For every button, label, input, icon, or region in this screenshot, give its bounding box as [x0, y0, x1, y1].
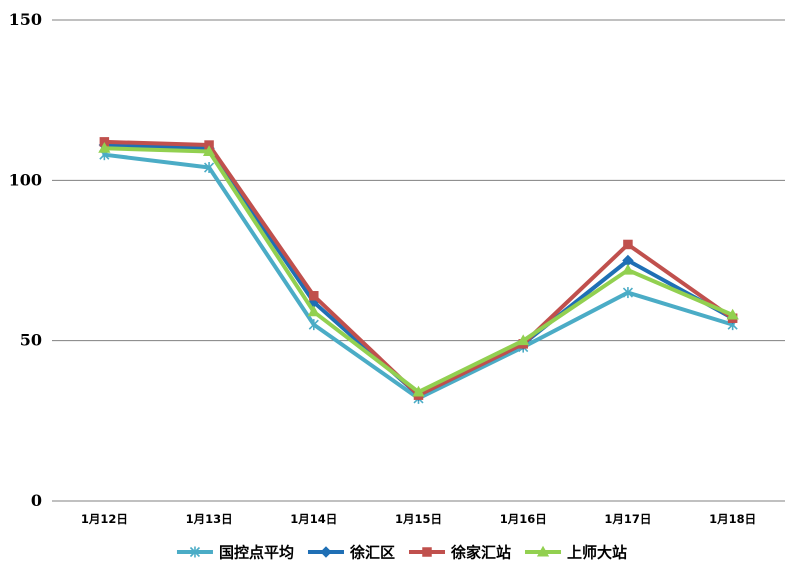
legend-item: 徐家汇站 [409, 544, 511, 562]
series-3 [98, 142, 739, 397]
legend-marker [536, 545, 550, 557]
y-tick-label: 100 [9, 170, 42, 189]
x-tick-label: 1月16日 [500, 512, 547, 526]
x-tick-label: 1月13日 [186, 512, 233, 526]
legend-label: 徐汇区 [349, 544, 395, 562]
legend-label: 徐家汇站 [450, 544, 511, 562]
y-tick-label: 50 [20, 331, 42, 350]
legend-marker [320, 546, 332, 558]
series-line [102, 143, 735, 398]
data-point-marker [202, 145, 216, 156]
legend-item: 上师大站 [525, 544, 627, 562]
axes: 0 50 100 150 1月12日 1月13日 1月14日 1月15日 1月16日 1月17日 1… [9, 10, 785, 526]
legend: 国控点平均 徐汇区 徐家汇站 上师大站 [176, 544, 627, 562]
x-tick-label: 1月17日 [604, 512, 651, 526]
data-point-marker [412, 385, 425, 397]
data-point-marker [308, 319, 319, 331]
data-point-marker [307, 305, 320, 317]
gridlines [52, 19, 785, 342]
x-tick-label: 1月14日 [290, 512, 337, 526]
y-tick-label: 0 [31, 491, 42, 510]
x-tick-label: 1月15日 [395, 512, 442, 526]
legend-label: 国控点平均 [219, 544, 294, 562]
legend-marker [422, 547, 432, 557]
series-lines [98, 137, 739, 404]
legend-item: 国控点平均 [176, 544, 294, 562]
x-tick-label: 1月18日 [709, 512, 756, 526]
y-tick-label: 150 [9, 10, 42, 29]
data-point-marker [621, 263, 635, 275]
data-point-marker [726, 308, 739, 320]
data-point-marker [623, 239, 633, 250]
series-line [102, 146, 735, 394]
legend-item: 徐汇区 [307, 544, 395, 562]
series-1 [98, 139, 739, 401]
x-tick-label: 1月12日 [81, 512, 128, 526]
data-point-marker [98, 142, 111, 153]
legend-label: 上师大站 [567, 544, 627, 562]
data-point-marker [622, 287, 633, 299]
data-point-marker [517, 334, 530, 346]
data-point-marker [309, 291, 319, 301]
data-point-marker [204, 162, 215, 174]
legend-marker [189, 546, 201, 558]
